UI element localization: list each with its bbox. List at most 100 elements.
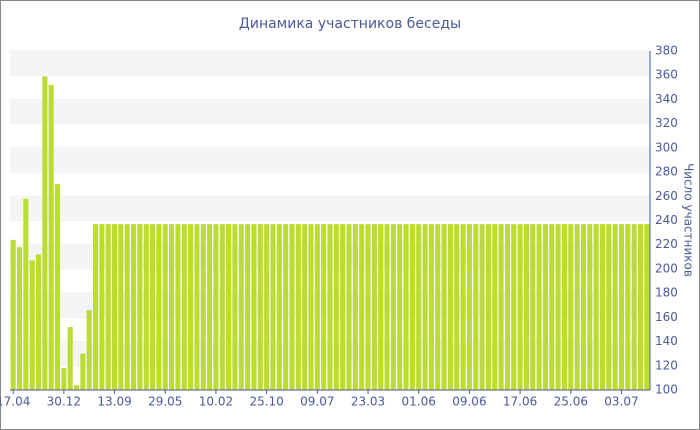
bar	[618, 224, 625, 390]
y-tick-label: 220	[655, 237, 678, 251]
bar	[143, 224, 149, 390]
x-tick-label: 30.12	[47, 395, 81, 409]
bar	[213, 224, 219, 390]
bar	[99, 224, 105, 390]
bar	[561, 224, 567, 390]
bar	[435, 224, 441, 390]
y-tick-label: 260	[655, 189, 678, 203]
bar	[447, 224, 453, 390]
bar	[270, 224, 276, 390]
bar	[181, 224, 187, 390]
bar	[485, 224, 491, 390]
bar	[93, 224, 99, 390]
bar	[542, 224, 548, 390]
bar	[169, 224, 175, 390]
bar	[371, 224, 377, 390]
bar	[251, 224, 257, 390]
bar	[359, 224, 365, 390]
bar	[276, 224, 282, 390]
x-tick-label: 25.10	[249, 395, 283, 409]
bar	[35, 254, 42, 390]
bar	[530, 224, 536, 390]
bar	[48, 84, 54, 391]
bar	[194, 224, 200, 390]
bar	[137, 224, 143, 390]
bar	[409, 224, 415, 390]
bar	[118, 224, 124, 390]
y-tick-label: 320	[655, 116, 678, 130]
bar	[289, 224, 295, 390]
y-tick-label: 140	[655, 334, 678, 348]
y-tick-label: 180	[655, 286, 678, 300]
x-tick-label: 17.06	[503, 395, 537, 409]
bar	[321, 224, 327, 390]
bar	[238, 224, 244, 390]
bar	[403, 224, 409, 390]
bar	[29, 260, 35, 390]
bar	[257, 224, 263, 390]
bar	[61, 368, 67, 390]
bar	[150, 224, 156, 390]
bar	[365, 224, 371, 390]
bar	[207, 224, 213, 390]
bar	[492, 224, 498, 390]
x-tick-label: 13.09	[97, 395, 131, 409]
bar	[105, 224, 111, 390]
bar	[327, 224, 333, 390]
bar	[422, 224, 428, 390]
bar	[23, 198, 29, 390]
grid-band	[10, 51, 650, 76]
bar	[473, 224, 479, 390]
y-tick-label: 340	[655, 92, 678, 106]
bar	[200, 224, 206, 390]
bar	[42, 76, 48, 391]
bar	[568, 224, 574, 390]
bar	[156, 224, 162, 390]
x-tick-label: 17.04	[0, 395, 30, 409]
bar	[479, 224, 485, 390]
bar	[346, 224, 352, 390]
bar	[302, 224, 308, 390]
bar	[631, 224, 637, 390]
bar	[428, 224, 434, 390]
x-tick-label: 10.02	[199, 395, 233, 409]
bar	[390, 224, 396, 390]
y-tick-label: 240	[655, 213, 678, 227]
bar	[504, 224, 510, 390]
bar	[86, 310, 92, 390]
bar	[283, 224, 289, 390]
bar	[16, 247, 23, 390]
y-tick-label: 360	[655, 68, 678, 82]
y-tick-label: 120	[655, 358, 678, 372]
bar	[460, 224, 466, 390]
y-tick-label: 300	[655, 140, 678, 154]
bar	[523, 224, 529, 390]
bar	[10, 239, 16, 390]
bar	[219, 224, 225, 390]
y-tick-label: 100	[655, 383, 678, 397]
bar	[188, 224, 194, 390]
bar	[580, 224, 586, 390]
y-tick-label: 200	[655, 261, 678, 275]
bar	[384, 224, 390, 390]
bar	[175, 224, 181, 390]
x-tick-label: 09.06	[452, 395, 486, 409]
bar	[80, 353, 86, 390]
grid-band	[10, 147, 650, 173]
bar	[378, 224, 384, 390]
bar	[226, 224, 232, 390]
bar	[131, 224, 137, 390]
bar	[606, 224, 612, 390]
chart-title: Динамика участников беседы	[239, 16, 461, 32]
y-tick-label: 380	[655, 44, 678, 58]
bar	[549, 224, 555, 390]
bar	[112, 224, 118, 390]
bar	[466, 224, 472, 390]
bar	[124, 224, 130, 390]
x-tick-label: 03.07	[604, 395, 638, 409]
bar	[555, 224, 561, 390]
bar	[536, 224, 542, 390]
bar	[333, 224, 339, 390]
bar	[397, 224, 403, 390]
